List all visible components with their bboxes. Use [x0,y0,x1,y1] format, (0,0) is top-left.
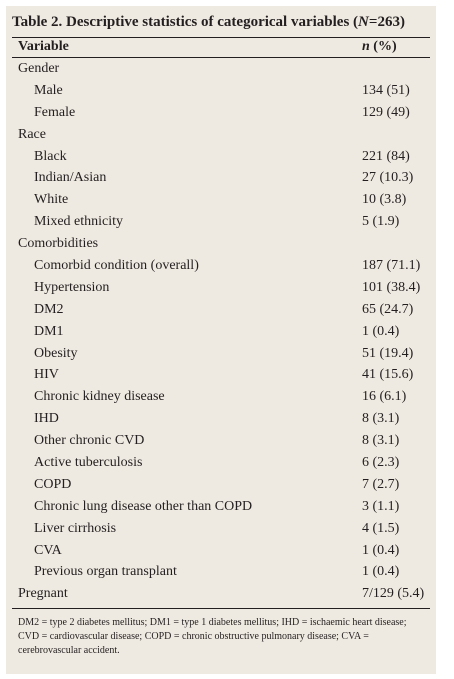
row-value: 6 (2.3) [362,455,400,471]
table-row: Hypertension 101 (38.4) [6,277,436,299]
row-label: CVA [34,542,62,558]
row-value: 8 (3.1) [362,433,400,449]
table-title: Table 2. Descriptive statistics of categ… [12,14,405,31]
table-row: Obesity 51 (19.4) [6,343,436,365]
row-label: DM1 [34,323,64,339]
row-value: 1 (0.4) [362,564,400,580]
row-value: 1 (0.4) [362,323,400,339]
top-rule [12,37,430,38]
row-label: Comorbidities [18,236,99,252]
row-label: Comorbid condition (overall) [34,258,199,274]
row-label: Previous organ transplant [34,564,177,580]
row-value: 7 (2.7) [362,476,400,492]
table-panel: Table 2. Descriptive statistics of categ… [6,6,436,674]
row-label: Indian/Asian [34,170,107,186]
row-label: Hypertension [34,279,110,295]
row-label: Active tuberculosis [34,455,143,471]
row-label: Race [18,126,46,142]
row-label: Male [34,82,63,98]
row-value: 27 (10.3) [362,170,414,186]
row-value: 65 (24.7) [362,301,414,317]
table-body: Gender Male 134 (51) Female 129 (49) Race Blac… [6,58,436,605]
table-row: HIV 41 (15.6) [6,364,436,386]
row-label: Pregnant [18,586,68,602]
row-label: HIV [34,367,59,383]
row-value: 16 (6.1) [362,389,407,405]
table-row: Other chronic CVD 8 (3.1) [6,430,436,452]
table-title-suffix: =263) [368,14,405,30]
table-row: Mixed ethnicity 5 (1.9) [6,211,436,233]
bottom-rule [12,608,430,609]
row-value: 41 (15.6) [362,367,414,383]
row-label: Obesity [34,345,78,361]
header-rule [12,57,430,58]
row-label: IHD [34,411,59,427]
row-value: 51 (19.4) [362,345,414,361]
row-label: COPD [34,476,72,492]
table-row: IHD 8 (3.1) [6,408,436,430]
row-value: 187 (71.1) [362,258,421,274]
column-header-n-italic: n [362,39,370,54]
column-header-variable: Variable [18,39,69,54]
table-group-row: Race [6,124,436,146]
row-value: 1 (0.4) [362,542,400,558]
table-title-prefix: Table 2. Descriptive statistics of categ… [12,14,359,30]
row-label: Chronic kidney disease [34,389,165,405]
table-row: Female 129 (49) [6,102,436,124]
row-label: White [34,192,69,208]
table-title-n: N [358,14,369,30]
row-label: Female [34,104,76,120]
table-group-row: Pregnant 7/129 (5.4) [6,583,436,605]
column-header-n-rest: (%) [369,39,397,54]
row-value: 8 (3.1) [362,411,400,427]
table-row: Previous organ transplant 1 (0.4) [6,561,436,583]
row-value: 7/129 (5.4) [362,586,425,602]
row-value: 129 (49) [362,104,410,120]
row-label: Other chronic CVD [34,433,145,449]
table-row: Comorbid condition (overall) 187 (71.1) [6,255,436,277]
row-label: Black [34,148,67,164]
table-row: Black 221 (84) [6,146,436,168]
table-row: Male 134 (51) [6,80,436,102]
table-group-row: Gender [6,58,436,80]
row-label: DM2 [34,301,64,317]
row-value: 134 (51) [362,82,410,98]
table-row: Chronic lung disease other than COPD 3 (1… [6,496,436,518]
table-footnote: DM2 = type 2 diabetes mellitus; DM1 = ty… [18,617,407,656]
table-row: COPD 7 (2.7) [6,474,436,496]
table-row: CVA 1 (0.4) [6,540,436,562]
row-label: Chronic lung disease other than COPD [34,498,253,514]
row-value: 10 (3.8) [362,192,407,208]
table-row: White 10 (3.8) [6,189,436,211]
column-header-n: n (%) [362,39,397,55]
table-group-row: Comorbidities [6,233,436,255]
row-label: Mixed ethnicity [34,214,124,230]
table-row: Indian/Asian 27 (10.3) [6,167,436,189]
table-row: Chronic kidney disease 16 (6.1) [6,386,436,408]
table-row: DM2 65 (24.7) [6,299,436,321]
table-row: Active tuberculosis 6 (2.3) [6,452,436,474]
table-row: Liver cirrhosis 4 (1.5) [6,518,436,540]
row-value: 5 (1.9) [362,214,400,230]
table-row: DM1 1 (0.4) [6,321,436,343]
row-label: Liver cirrhosis [34,520,117,536]
row-value: 221 (84) [362,148,410,164]
row-value: 4 (1.5) [362,520,400,536]
row-value: 101 (38.4) [362,279,421,295]
row-value: 3 (1.1) [362,498,400,514]
row-label: Gender [18,61,60,76]
